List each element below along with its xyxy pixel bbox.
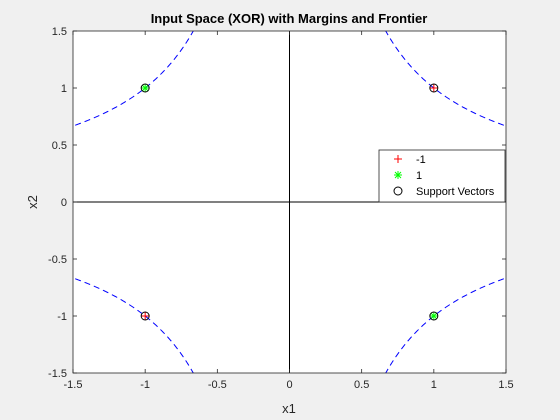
x-tick-label: 0 bbox=[286, 379, 292, 391]
legend-marker-circle-ring bbox=[393, 186, 403, 196]
point-circle-3-ring bbox=[140, 311, 150, 321]
x-axis-ticks: -1.5 -1 -0.5 0 0.5 1 1.5 bbox=[64, 31, 514, 391]
point-circle-1 bbox=[140, 83, 150, 93]
legend-marker-asterisk bbox=[394, 171, 402, 179]
x-tick-label: 1.5 bbox=[498, 379, 513, 391]
point-circle-2 bbox=[429, 83, 439, 93]
point-asterisk-2-d2 bbox=[430, 312, 438, 320]
legend-marker-asterisk-d2 bbox=[394, 171, 402, 179]
point-asterisk-1-d2 bbox=[141, 84, 149, 92]
margin-curve-q1 bbox=[385, 31, 506, 127]
point-plus-1 bbox=[429, 84, 438, 92]
point-circle-4 bbox=[429, 311, 439, 321]
point-plus-2 bbox=[141, 312, 150, 320]
margin-curves bbox=[73, 31, 506, 373]
y-tick-label: -1.5 bbox=[48, 368, 67, 380]
margin-curve-q3 bbox=[73, 277, 194, 373]
chart-title: Input Space (XOR) with Margins and Front… bbox=[151, 11, 428, 26]
x-tick-label: -1.5 bbox=[64, 379, 83, 391]
point-circle-3 bbox=[140, 311, 150, 321]
data-markers bbox=[140, 83, 439, 321]
y-tick-label: -1 bbox=[57, 311, 67, 323]
x-tick-label: 0.5 bbox=[354, 379, 369, 391]
legend-marker-plus bbox=[394, 155, 402, 163]
point-circle-1-ring bbox=[140, 83, 150, 93]
y-axis-label: x2 bbox=[25, 195, 40, 209]
point-asterisk-1 bbox=[141, 84, 150, 92]
y-tick-label: -0.5 bbox=[48, 254, 67, 266]
legend-label: 1 bbox=[416, 170, 422, 182]
point-circle-2-ring bbox=[429, 83, 439, 93]
x-tick-label: -1 bbox=[140, 379, 150, 391]
y-tick-label: 0.5 bbox=[52, 140, 67, 152]
y-axis-ticks: -1.5 -1 -0.5 0 0.5 1 1.5 bbox=[48, 26, 506, 380]
legend-label: -1 bbox=[416, 154, 426, 166]
legend: -1 1 Support Vectors bbox=[378, 149, 506, 203]
x-axis-label: x1 bbox=[282, 401, 296, 416]
legend-marker-circle bbox=[393, 186, 403, 196]
point-circle-4-ring bbox=[429, 311, 439, 321]
y-tick-label: 1 bbox=[61, 83, 67, 95]
y-tick-label: 1.5 bbox=[52, 26, 67, 38]
x-tick-label: 1 bbox=[431, 379, 437, 391]
x-tick-label: -0.5 bbox=[208, 379, 227, 391]
margin-curve-q4 bbox=[385, 277, 506, 373]
margin-curve-q2 bbox=[73, 31, 194, 127]
point-asterisk-2 bbox=[429, 312, 438, 320]
y-tick-label: 0 bbox=[61, 197, 67, 209]
legend-label: Support Vectors bbox=[416, 186, 495, 198]
